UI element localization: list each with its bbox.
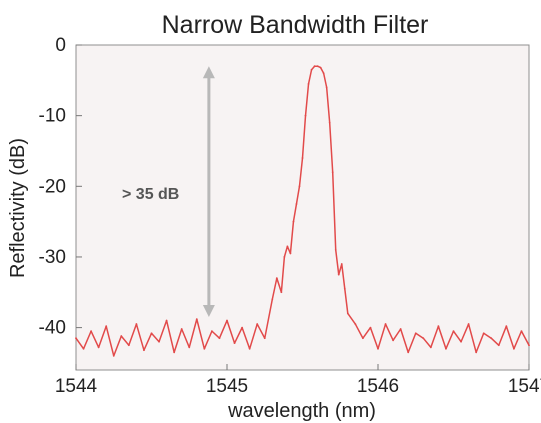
series-point bbox=[429, 346, 432, 349]
series-point bbox=[414, 332, 417, 335]
series-point bbox=[304, 114, 307, 117]
series-point bbox=[407, 351, 410, 354]
series-point bbox=[334, 248, 337, 251]
series-point bbox=[82, 347, 85, 350]
series-point bbox=[369, 326, 372, 329]
series-point bbox=[271, 298, 274, 301]
series-point bbox=[226, 319, 228, 322]
annotation-arrow-head-top bbox=[202, 66, 215, 79]
series-point bbox=[127, 344, 130, 347]
annotation-layer: > 35 dB bbox=[122, 66, 215, 318]
annotation-arrow-head-bottom bbox=[202, 305, 215, 318]
series-point bbox=[346, 312, 349, 315]
series-point bbox=[362, 337, 364, 340]
series-point bbox=[233, 342, 236, 345]
series-point bbox=[120, 335, 123, 337]
x-tick-label: 1545 bbox=[206, 376, 248, 397]
series-point bbox=[75, 337, 77, 340]
series-point bbox=[497, 344, 500, 347]
series-point bbox=[150, 332, 153, 335]
series-point bbox=[505, 325, 508, 328]
series-point bbox=[316, 65, 319, 68]
series-point bbox=[292, 220, 295, 223]
x-tick-label: 1544 bbox=[55, 376, 98, 397]
series-point bbox=[384, 323, 387, 325]
y-tick-label: -10 bbox=[39, 106, 66, 127]
series-point bbox=[313, 65, 316, 68]
series-point bbox=[310, 68, 313, 71]
series-point bbox=[158, 340, 160, 343]
series-point bbox=[307, 82, 310, 85]
series-point bbox=[467, 323, 470, 325]
series-point bbox=[331, 171, 334, 174]
y-tick-label: -40 bbox=[39, 318, 66, 339]
y-tick-label: 0 bbox=[55, 35, 66, 56]
series-point bbox=[105, 325, 108, 328]
y-axis-label: Reflectivity (dB) bbox=[7, 138, 29, 278]
series-layer bbox=[75, 65, 530, 357]
series-point bbox=[452, 330, 455, 333]
series-point bbox=[180, 328, 183, 330]
series-point bbox=[298, 185, 301, 188]
series-point bbox=[337, 273, 340, 276]
series-point bbox=[248, 347, 251, 350]
series-point bbox=[211, 330, 213, 333]
series-point bbox=[188, 346, 191, 349]
series-point bbox=[97, 346, 100, 349]
series-point bbox=[143, 349, 145, 352]
series-point bbox=[445, 347, 447, 350]
series-point bbox=[195, 318, 198, 321]
series-point bbox=[328, 121, 331, 124]
series-point bbox=[490, 337, 493, 340]
chart-title: Narrow Bandwidth Filter bbox=[162, 11, 429, 39]
series-point bbox=[263, 337, 266, 340]
series-point bbox=[475, 351, 478, 354]
tick-layer: 1544 1545 1546 1547 0 -10 -20 -30 -40 bbox=[39, 35, 541, 397]
y-tick-label: -20 bbox=[39, 176, 66, 197]
series-point bbox=[460, 340, 462, 343]
series-point bbox=[135, 323, 138, 325]
series-point bbox=[90, 330, 92, 333]
x-axis-label: wavelength (nm) bbox=[227, 400, 376, 422]
series-point bbox=[392, 339, 394, 342]
series-point bbox=[399, 328, 402, 330]
series-point bbox=[275, 277, 278, 280]
series-point bbox=[325, 86, 328, 89]
x-tick-label: 1547 bbox=[508, 376, 541, 397]
series-point bbox=[528, 344, 530, 347]
annotation-label: > 35 dB bbox=[122, 186, 179, 203]
series-point bbox=[289, 252, 292, 255]
series-point bbox=[354, 323, 357, 325]
series-point bbox=[173, 351, 176, 354]
series-point bbox=[322, 72, 325, 75]
series-point bbox=[112, 354, 115, 357]
series-point bbox=[437, 325, 440, 328]
plot-area bbox=[75, 44, 530, 371]
series-point bbox=[203, 347, 206, 350]
series-point bbox=[241, 326, 244, 329]
series-point bbox=[218, 337, 221, 340]
series-point bbox=[422, 337, 425, 340]
series-point bbox=[319, 66, 322, 69]
series-point bbox=[301, 157, 304, 159]
series-point bbox=[256, 323, 259, 325]
series-point bbox=[482, 332, 485, 335]
series-point bbox=[283, 256, 286, 258]
y-tick-label: -30 bbox=[39, 247, 66, 268]
series-point bbox=[280, 291, 283, 294]
series-point bbox=[343, 287, 346, 290]
series-point bbox=[513, 347, 515, 350]
series-point bbox=[520, 330, 523, 333]
series-point bbox=[286, 245, 289, 248]
series-point bbox=[377, 347, 379, 350]
series-point bbox=[165, 319, 168, 322]
series-point bbox=[295, 203, 298, 205]
series-point bbox=[340, 263, 343, 265]
x-tick-label: 1546 bbox=[357, 376, 399, 397]
